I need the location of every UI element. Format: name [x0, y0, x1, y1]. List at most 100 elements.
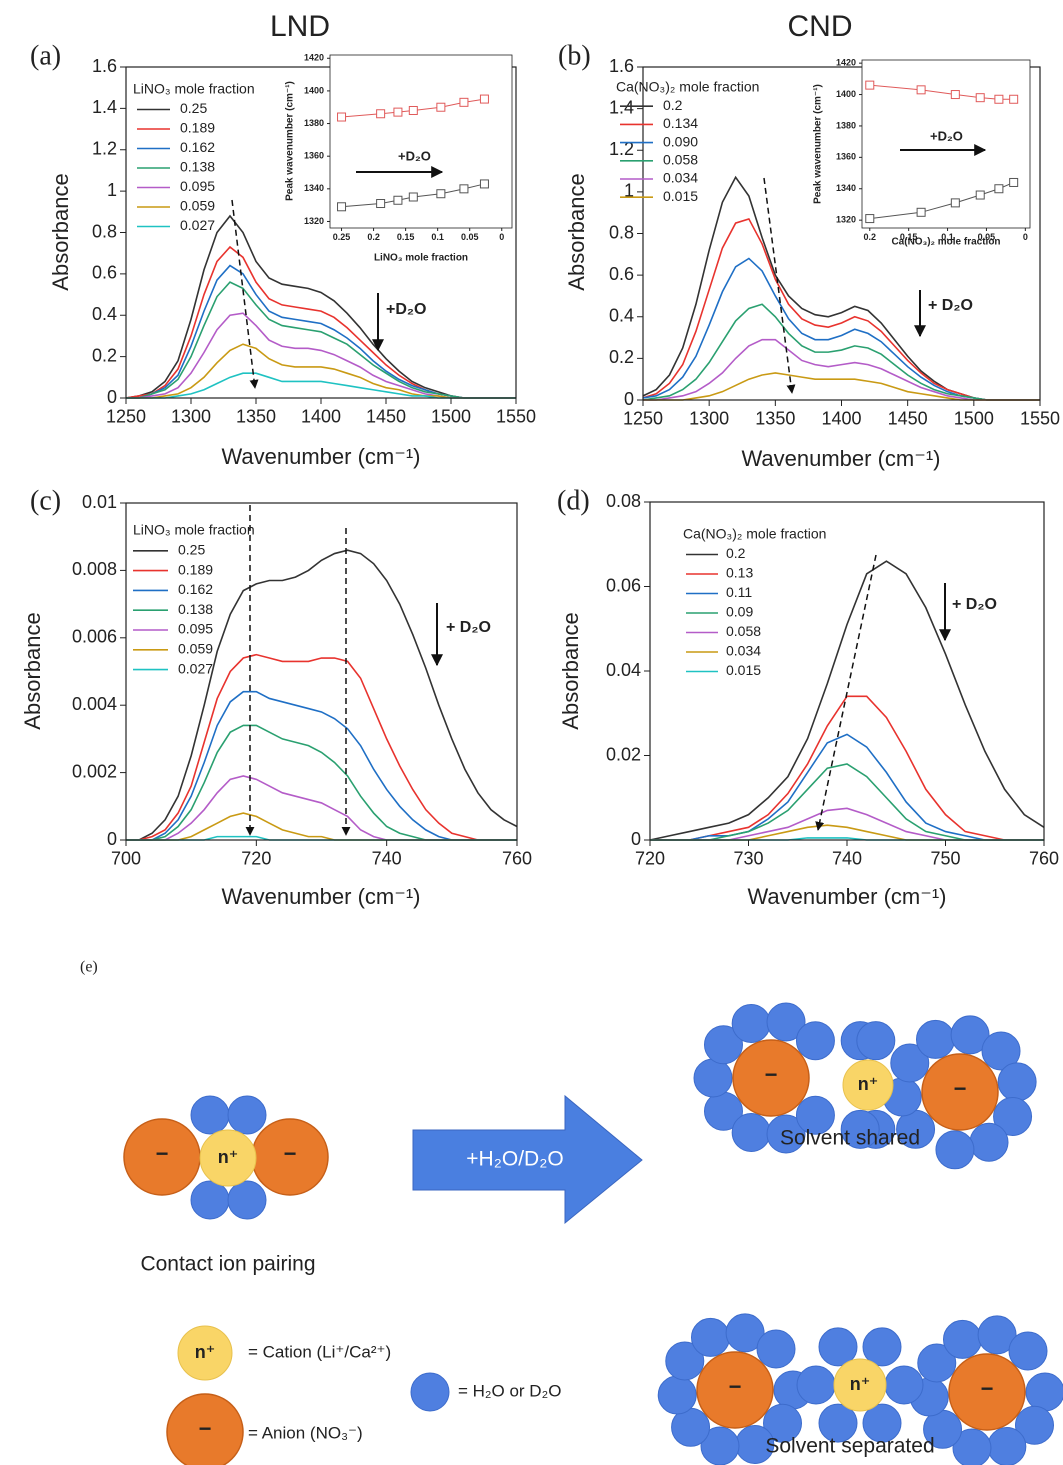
water [998, 1063, 1036, 1101]
chart: 70072074076000.0020.0040.0060.0080.01Wav… [20, 485, 532, 908]
legend-label: 0.095 [180, 178, 215, 194]
water [1026, 1373, 1063, 1411]
x-axis-label: Wavenumber (cm⁻¹) [747, 884, 946, 909]
y-tick-label: 0.008 [72, 559, 117, 579]
legend-label: 0.138 [178, 601, 213, 617]
x-tick-label: 0.2 [367, 232, 380, 242]
legend-label: 0.11 [726, 584, 752, 600]
x-tick-label: 1350 [236, 406, 276, 426]
legend-label: 0.059 [180, 198, 215, 214]
y-tick-label: 1340 [304, 183, 324, 193]
series-line [126, 313, 516, 398]
y-tick-label: 0.4 [92, 304, 117, 324]
diagram: (e) −−n⁺−−n⁺−−n⁺n⁺− +H₂O/D₂O Contact ion… [80, 959, 1063, 1465]
x-tick-label: 750 [930, 848, 960, 868]
legend-label: 0.034 [726, 643, 761, 659]
x-tick-label: 740 [372, 848, 402, 868]
annotation: +D₂O [398, 148, 431, 163]
x-tick-label: 1300 [171, 406, 211, 426]
y-axis-label: Peak wavenumber (cm⁻¹) [813, 84, 824, 204]
legend-label: 0.162 [180, 139, 215, 155]
state-label: Contact ion pairing [140, 1253, 315, 1276]
y-tick-label: 1320 [304, 216, 324, 226]
water [885, 1366, 923, 1404]
legend-label: 0.2 [663, 97, 683, 113]
x-tick-label: 1400 [301, 406, 341, 426]
y-tick-label: 1380 [836, 120, 856, 130]
water [228, 1181, 266, 1219]
legend-label: 0.25 [178, 542, 205, 558]
marker [338, 113, 346, 121]
y-tick-label: 1340 [836, 183, 856, 193]
y-tick-label: 0.006 [72, 627, 117, 647]
y-tick-label: 0 [631, 829, 641, 849]
marker [1010, 95, 1018, 103]
series-line [126, 373, 516, 398]
marker [394, 108, 402, 116]
series-line [643, 304, 1040, 400]
y-tick-label: 1360 [304, 151, 324, 161]
y-tick-label: 0.04 [606, 660, 641, 680]
y-tick-label: 0.8 [92, 221, 117, 241]
legend-label: 0.189 [180, 120, 215, 136]
anion-sign: − [765, 1062, 778, 1087]
x-tick-label: 1300 [689, 408, 729, 428]
marker [951, 199, 959, 207]
water [988, 1428, 1026, 1465]
y-tick-label: 0 [624, 389, 634, 409]
y-tick-label: 0.2 [92, 345, 117, 365]
x-tick-label: 1250 [106, 406, 146, 426]
legend-text: = Cation (Li⁺/Ca²⁺) [248, 1342, 391, 1361]
legend-label: 0.090 [663, 133, 698, 149]
annotation: + D₂O [928, 297, 973, 314]
anion-sign: − [954, 1076, 967, 1101]
y-axis-label: Absorbance [558, 612, 583, 729]
water [936, 1131, 974, 1169]
water [857, 1022, 895, 1060]
y-tick-label: 0.4 [609, 306, 634, 326]
x-tick-label: 700 [111, 848, 141, 868]
water [797, 1366, 835, 1404]
marker [480, 95, 488, 103]
water [943, 1320, 981, 1358]
x-axis-label: Wavenumber (cm⁻¹) [221, 444, 420, 469]
marker [338, 203, 346, 211]
panel-label: (c) [30, 485, 61, 516]
legend-label: 0.134 [663, 115, 698, 131]
x-tick-label: 1250 [623, 408, 663, 428]
x-tick-label: 1550 [1020, 408, 1060, 428]
x-axis-label: Ca(NO₃)₂ mole fraction [891, 237, 1000, 248]
legend-label: 0.138 [180, 159, 215, 175]
x-tick-label: 0.15 [397, 232, 415, 242]
y-tick-label: 1.6 [92, 56, 117, 76]
state-label: Solvent separated [765, 1435, 934, 1458]
y-tick-label: 1 [107, 180, 117, 200]
water [732, 1004, 770, 1042]
marker [409, 106, 417, 114]
legend-label: 0.25 [180, 100, 207, 116]
marker [394, 196, 402, 204]
anion-sign: − [156, 1141, 169, 1166]
legend-label: 0.027 [178, 660, 213, 676]
x-tick-label: 720 [241, 848, 271, 868]
water [1009, 1332, 1047, 1370]
marker [951, 91, 959, 99]
x-tick-label: 730 [733, 848, 763, 868]
legend-title: Ca(NO₃)₂ mole fraction [683, 526, 826, 542]
x-axis-label: LiNO₃ mole fraction [374, 253, 468, 264]
x-tick-label: 760 [502, 848, 532, 868]
y-tick-label: 0 [107, 387, 117, 407]
water [796, 1022, 834, 1060]
water [691, 1318, 729, 1356]
anion-sign: − [199, 1416, 212, 1441]
y-tick-label: 1.6 [609, 56, 634, 76]
marker [866, 81, 874, 89]
y-axis-label: Absorbance [48, 173, 73, 290]
annotation: + D₂O [952, 596, 997, 613]
annotation: + D₂O [446, 619, 491, 636]
y-tick-label: 0.06 [606, 575, 641, 595]
marker [437, 190, 445, 198]
marker [377, 200, 385, 208]
x-tick-label: 0.25 [333, 232, 351, 242]
